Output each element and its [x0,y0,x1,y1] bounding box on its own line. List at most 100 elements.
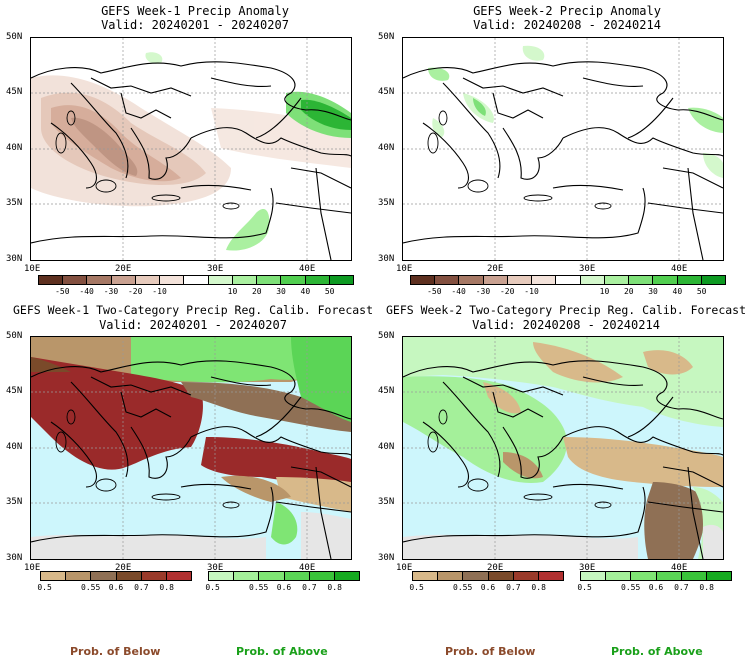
colorbar-swatch [438,572,464,580]
panel-3-valid: Valid: 20240201 - 20240207 [99,318,287,332]
colorbar-swatch [257,276,282,284]
p2-lon-20: 20E [487,264,504,274]
below-colorbar-1: 0.5 0.55 0.6 0.7 0.8 [37,571,192,597]
colorbar-tick-label: 10 [599,287,610,296]
colorbar-swatch [111,276,136,284]
colorbar-tick-label: 40 [300,287,311,296]
panel-1-map [30,37,352,261]
coastlines [403,61,723,260]
colorbar-swatch [141,572,167,580]
p2-lat-35: 35N [378,198,395,208]
p4-lon-10: 10E [396,563,413,573]
colorbar-swatches [412,571,564,581]
colorbar-tick-label: 0.7 [506,583,521,592]
colorbar-swatch [116,572,142,580]
colorbar-swatch [581,572,607,580]
colorbar-swatch [232,276,258,284]
colorbar-tick-label: -20 [127,287,143,296]
p4-lat-50: 50N [378,331,395,341]
colorbar-swatch [39,276,64,284]
colorbar-swatch [309,572,335,580]
colorbar-tick-label: 0.6 [480,583,496,592]
p4-lat-35: 35N [378,497,395,507]
islands [427,409,612,509]
colorbar-tick-label: 0.5 [205,583,220,592]
p3-lat-30: 30N [6,553,23,563]
colorbar-swatch [580,276,605,284]
colorbar-swatch [631,572,657,580]
coastlines [31,360,351,559]
colorbar-swatch [413,572,439,580]
p2-lat-45: 45N [378,87,395,97]
colorbar-swatch [459,276,484,284]
panel-4-title: GEFS Week-2 Two-Category Precip Reg. Cal… [385,303,747,317]
p4-lon-40: 40E [671,563,688,573]
p2-lat-30: 30N [378,254,395,264]
colorbar-swatch [334,572,360,580]
panel-2-title: GEFS Week-2 Precip Anomaly [473,4,661,18]
p2-lat-50: 50N [378,32,395,42]
wet-anomaly-field [145,52,351,251]
p1-lat-35: 35N [6,198,23,208]
panel-4-map [402,336,724,560]
grid-lines [31,337,351,559]
islands [55,409,240,509]
p3-lat-50: 50N [6,331,23,341]
colorbar-tick-label: 10 [227,287,238,296]
colorbar-swatches [208,571,360,581]
colorbar-swatch [538,572,564,580]
islands [427,110,612,210]
colorbar-swatch [507,276,533,284]
wet-anomaly-field [428,45,723,178]
panel-3-title: GEFS Week-1 Two-Category Precip Reg. Cal… [12,303,374,317]
p3-lat-40: 40N [6,442,23,452]
colorbar-swatches [580,571,732,581]
colorbar-tick-label: 0.7 [134,583,149,592]
colorbar-swatch [135,276,161,284]
anomaly-colorbar-1: -50 -40 -30 -20 -10 10 20 30 40 50 [38,275,354,301]
colorbar-swatch [305,276,330,284]
colorbar-tick-label: -40 [79,287,94,296]
p4-lat-40: 40N [378,442,395,452]
colorbar-swatch [284,572,310,580]
colorbar-swatch [87,276,112,284]
colorbar-swatch [259,572,285,580]
panel-1-title: GEFS Week-1 Precip Anomaly [101,4,289,18]
colorbar-tick-label: 0.8 [531,583,546,592]
p1-lon-10: 10E [24,264,41,274]
grid-lines [403,337,723,559]
grid-lines [31,38,351,260]
colorbar-tick-label: 0.7 [302,583,317,592]
colorbar-tick-label: 0.5 [409,583,424,592]
colorbar-tick-label: 0.55 [249,583,269,592]
above-colorbar-1: 0.5 0.55 0.6 0.7 0.8 [205,571,360,597]
colorbar-swatch [411,276,436,284]
p3-lon-20: 20E [115,563,132,573]
p2-lat-40: 40N [378,143,395,153]
colorbar-tick-label: 0.55 [81,583,101,592]
footer-prob-below-right: Prob. of Below [445,645,536,658]
above-colorbar-2: 0.5 0.55 0.6 0.7 0.8 [577,571,732,597]
colorbar-swatch [656,572,682,580]
panel-1-valid: Valid: 20240201 - 20240207 [101,18,289,32]
colorbar-swatch [184,276,209,284]
panel-2-valid: Valid: 20240208 - 20240214 [473,18,661,32]
colorbar-swatches [38,275,354,285]
coastlines [403,360,723,559]
colorbar-tick-label: 0.5 [37,583,52,592]
colorbar-tick-label: 40 [672,287,683,296]
p3-lon-30: 30E [207,563,224,573]
coastlines [31,61,351,260]
footer-prob-above-right: Prob. of Above [611,645,703,658]
colorbar-swatch [435,276,460,284]
colorbar-swatch [653,276,678,284]
colorbar-tick-label: -40 [451,287,466,296]
colorbar-swatch [606,572,632,580]
colorbar-swatch [234,572,260,580]
colorbar-swatch [66,572,92,580]
colorbar-swatch [706,572,732,580]
colorbar-tick-label: 0.5 [577,583,592,592]
colorbar-swatch [41,572,67,580]
p3-lon-10: 10E [24,563,41,573]
colorbar-swatches [410,275,726,285]
